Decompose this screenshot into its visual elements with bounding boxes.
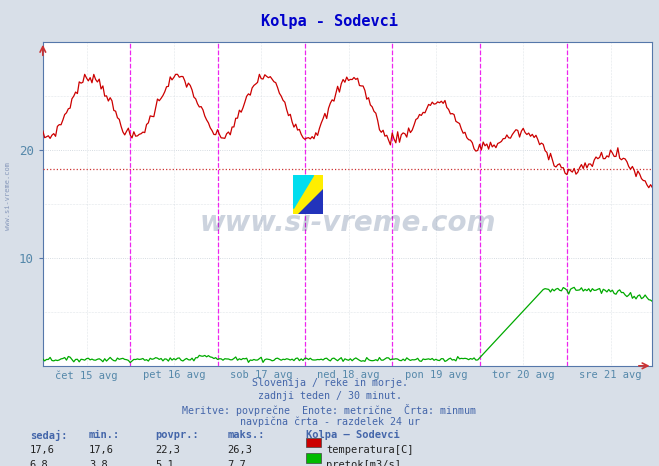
Text: ned 18 avg: ned 18 avg [317, 370, 380, 380]
Text: 17,6: 17,6 [89, 445, 114, 455]
Text: 17,6: 17,6 [30, 445, 55, 455]
Text: 6,8: 6,8 [30, 460, 48, 466]
Text: 26,3: 26,3 [227, 445, 252, 455]
Text: Slovenija / reke in morje.: Slovenija / reke in morje. [252, 378, 407, 388]
Polygon shape [293, 175, 312, 208]
Text: sedaj:: sedaj: [30, 430, 67, 441]
Text: pretok[m3/s]: pretok[m3/s] [326, 460, 401, 466]
Text: navpična črta - razdelek 24 ur: navpična črta - razdelek 24 ur [239, 416, 420, 427]
Text: sre 21 avg: sre 21 avg [579, 370, 642, 380]
Text: maks.:: maks.: [227, 430, 265, 439]
Text: čet 15 avg: čet 15 avg [55, 370, 118, 381]
Text: 3,8: 3,8 [89, 460, 107, 466]
Text: 22,3: 22,3 [155, 445, 180, 455]
Text: pon 19 avg: pon 19 avg [405, 370, 467, 380]
Text: min.:: min.: [89, 430, 120, 439]
Text: zadnji teden / 30 minut.: zadnji teden / 30 minut. [258, 391, 401, 401]
Text: tor 20 avg: tor 20 avg [492, 370, 554, 380]
Text: Kolpa – Sodevci: Kolpa – Sodevci [306, 430, 400, 440]
Text: pet 16 avg: pet 16 avg [142, 370, 205, 380]
Text: www.si-vreme.com: www.si-vreme.com [200, 209, 496, 237]
Text: Meritve: povprečne  Enote: metrične  Črta: minmum: Meritve: povprečne Enote: metrične Črta:… [183, 404, 476, 416]
Text: sob 17 avg: sob 17 avg [230, 370, 293, 380]
Text: povpr.:: povpr.: [155, 430, 198, 439]
Text: 7,7: 7,7 [227, 460, 246, 466]
Text: 5,1: 5,1 [155, 460, 173, 466]
Text: temperatura[C]: temperatura[C] [326, 445, 414, 455]
Text: www.si-vreme.com: www.si-vreme.com [5, 162, 11, 230]
Polygon shape [298, 189, 323, 214]
Text: Kolpa - Sodevci: Kolpa - Sodevci [261, 13, 398, 29]
